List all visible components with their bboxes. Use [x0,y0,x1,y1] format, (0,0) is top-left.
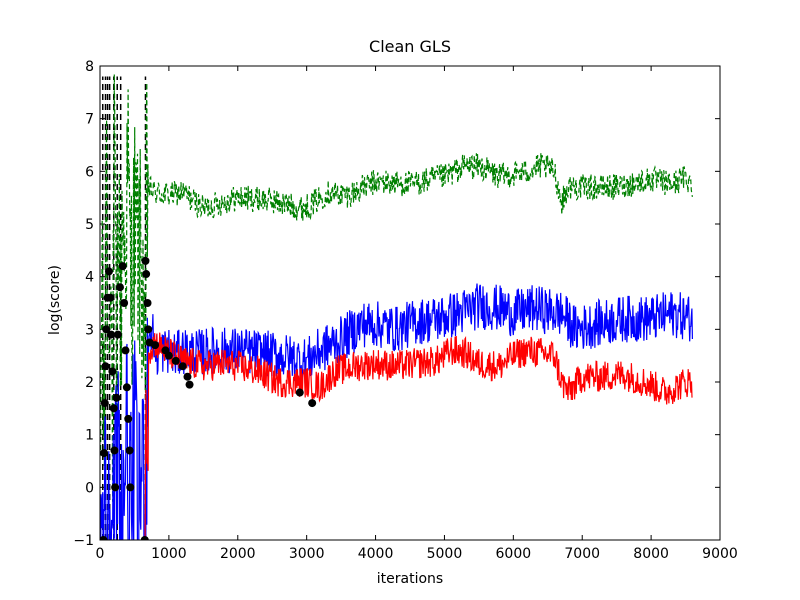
marker-point [171,356,180,365]
marker-point [100,449,109,458]
marker-point [143,299,152,307]
marker-point [125,446,134,455]
marker-point [108,367,117,376]
series-line-0 [100,74,693,502]
x-axis: 0 1000 2000 3000 4000 5000 6000 7000 8000 9000 [96,66,738,562]
series-line-1 [100,283,693,540]
chart-title: Clean GLS [369,37,451,56]
marker-point [107,330,116,339]
plot-area [100,74,693,540]
y-tick-label: 3 [85,322,94,338]
marker-point [104,267,113,276]
marker-point [110,446,119,455]
marker-point [144,325,153,334]
x-tick-label: 9000 [702,546,738,562]
marker-point [126,483,135,492]
marker-point [112,393,121,402]
marker-point [120,299,129,307]
marker-point [185,380,194,389]
x-axis-label: iterations [377,571,443,587]
marker-point [109,404,118,413]
y-tick-label: 5 [85,217,94,233]
y-tick-label: 1 [85,428,94,444]
marker-point [124,414,133,423]
x-tick-label: 4000 [358,546,394,562]
x-tick-label: 8000 [633,546,669,562]
x-tick-label: 3000 [289,546,325,562]
marker-point [183,372,192,381]
y-tick-label: 2 [85,375,94,391]
x-tick-label: 7000 [564,546,600,562]
x-tick-label: 1000 [151,546,187,562]
y-axis-label: log(score) [47,265,63,335]
marker-point [308,399,317,408]
x-tick-label: 6000 [496,546,532,562]
marker-point [106,293,115,302]
y-tick-label: 7 [85,112,94,128]
marker-point [121,346,130,355]
marker-point [100,536,108,540]
y-tick-label: −1 [73,533,94,549]
marker-point [118,262,127,271]
y-tick-label: 8 [85,59,94,75]
marker-point [111,483,120,492]
series-line-2 [144,332,693,540]
y-tick-label: 4 [85,270,94,286]
x-tick-label: 2000 [220,546,256,562]
marker-point [101,362,110,371]
marker-point [115,283,124,292]
marker-point [100,399,109,408]
x-tick-label: 5000 [427,546,463,562]
plot-frame [99,65,721,541]
marker-point [178,362,187,371]
marker-point [164,351,173,360]
marker-point [113,330,122,339]
y-tick-label: 0 [85,480,94,496]
y-tick-label: 6 [85,164,94,180]
marker-point [122,383,131,392]
x-tick-label: 0 [96,546,105,562]
marker-point [140,536,149,540]
marker-point [141,256,150,265]
marker-point [295,388,304,397]
marker-point [142,270,151,279]
marker-point [102,325,111,334]
marker-point [151,341,160,350]
